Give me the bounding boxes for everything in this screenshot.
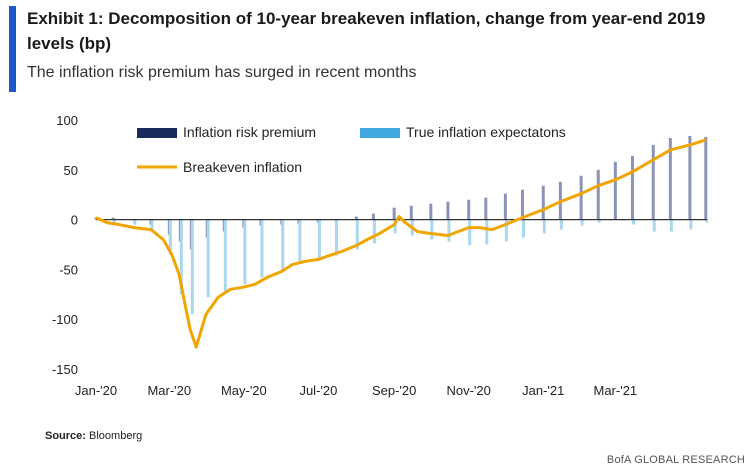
risk-premium-bar	[484, 197, 488, 220]
y-tick-label: 100	[56, 113, 78, 128]
legend-swatch-expectations	[360, 128, 400, 138]
expectations-bar	[542, 219, 546, 234]
expectations-bar	[669, 219, 673, 232]
expectations-bar	[190, 219, 194, 315]
expectations-bar	[206, 219, 210, 298]
expectations-bar	[689, 219, 693, 230]
breakeven-line	[95, 138, 707, 349]
risk-premium-bar	[668, 137, 672, 220]
y-tick-label: 50	[64, 163, 78, 178]
risk-premium-bar	[354, 216, 358, 220]
expectations-bar	[597, 219, 601, 223]
x-tick-label: Sep-'20	[372, 383, 416, 398]
risk-premium-bar	[111, 217, 115, 220]
x-tick-label: Jan-'20	[75, 383, 117, 398]
risk-premium-bar	[429, 203, 433, 220]
expectations-bar	[298, 219, 302, 264]
chart-title: Exhibit 1: Decomposition of 10-year brea…	[27, 9, 706, 53]
y-tick-label: -150	[52, 362, 78, 377]
y-tick-label: 0	[71, 213, 78, 228]
risk-premium-bar	[503, 193, 507, 220]
expectations-bar	[112, 219, 116, 223]
risk-premium-bar	[630, 155, 634, 220]
x-tick-label: Mar-'20	[147, 383, 191, 398]
source-label: Source:	[45, 430, 86, 442]
expectations-bar	[281, 219, 285, 270]
risk-premium-bar	[579, 175, 583, 220]
legend-label-breakeven: Breakeven inflation	[183, 159, 302, 175]
risk-premium-bar	[520, 189, 524, 220]
expectations-bar	[447, 219, 451, 242]
expectations-bar	[260, 219, 264, 278]
risk-premium-bar	[688, 135, 692, 220]
expectations-bar	[168, 219, 172, 255]
risk-premium-bar	[446, 201, 450, 220]
risk-premium-bar	[541, 185, 545, 220]
chart-subtitle: The inflation risk premium has surged in…	[27, 64, 417, 81]
expectations-bar	[355, 219, 359, 250]
accent-bar	[9, 6, 16, 92]
expectations-bar	[485, 219, 489, 245]
risk-premium-bar	[467, 199, 471, 220]
legend-swatch-risk-premium	[137, 128, 177, 138]
expectations-bar	[652, 219, 656, 232]
risk-premium-bar	[704, 136, 708, 220]
source-note: Source: Bloomberg	[45, 430, 142, 442]
expectations-bar	[580, 219, 584, 226]
expectations-bar	[317, 219, 321, 260]
risk-premium-bar	[371, 213, 375, 220]
x-tick-label: Jul-'20	[299, 383, 337, 398]
risk-premium-bar	[651, 144, 655, 220]
risk-premium-bar	[596, 169, 600, 220]
legend-label-risk-premium: Inflation risk premium	[183, 124, 316, 140]
expectations-bar	[705, 219, 709, 223]
footer-brand: BofA GLOBAL RESEARCH	[606, 454, 745, 466]
x-tick-label: May-'20	[221, 383, 267, 398]
risk-premium-bar	[613, 161, 617, 220]
expectations-bar	[335, 219, 339, 256]
risk-premium-bar	[392, 207, 396, 220]
expectations-bar	[393, 219, 397, 234]
expectations-bar	[223, 219, 227, 292]
expectations-bar	[559, 219, 563, 230]
expectations-bar	[504, 219, 508, 242]
expectations-bar	[179, 219, 183, 295]
x-tick-label: Mar-'21	[594, 383, 638, 398]
expectations-bar	[150, 219, 154, 232]
expectations-bar	[243, 219, 247, 285]
y-tick-label: -50	[59, 262, 78, 277]
expectations-bar	[430, 219, 434, 240]
expectations-bar	[372, 219, 376, 244]
legend-label-expectations: True inflation expectatons	[406, 124, 566, 140]
y-tick-label: -100	[52, 312, 78, 327]
expectations-bar	[468, 219, 472, 246]
x-tick-label: Jan-'21	[522, 383, 564, 398]
expectations-bar	[133, 219, 137, 225]
risk-premium-bar	[409, 205, 413, 220]
expectations-bar	[521, 219, 525, 238]
x-tick-label: Nov-'20	[447, 383, 491, 398]
expectations-bar	[631, 219, 635, 225]
source-text: Bloomberg	[89, 430, 143, 442]
